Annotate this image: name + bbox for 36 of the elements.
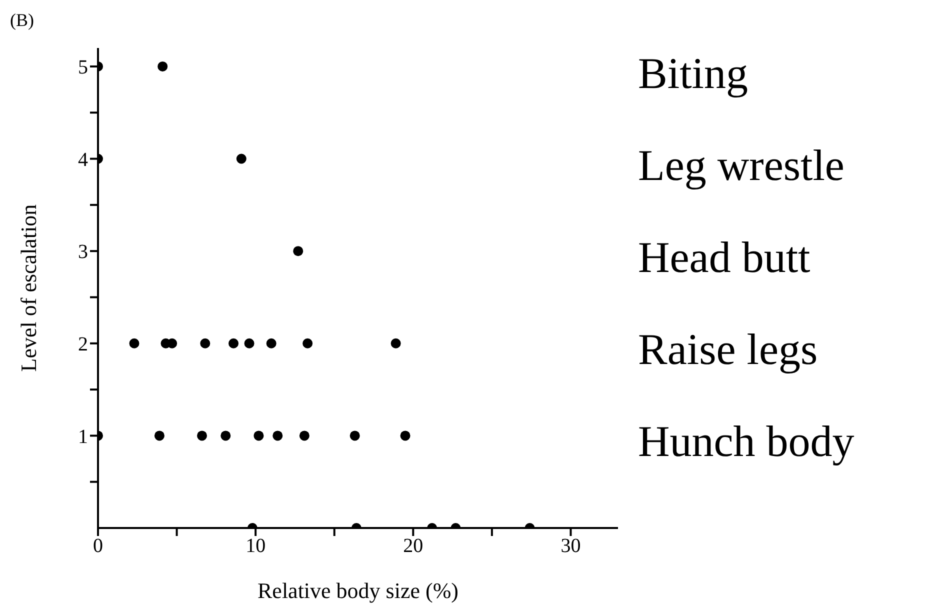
point <box>228 338 239 348</box>
point <box>236 154 246 164</box>
text: Biting <box>638 48 748 99</box>
point <box>200 338 210 348</box>
y-tick-label: 5 <box>78 56 88 79</box>
point <box>299 430 310 441</box>
y-tick-label: 2 <box>78 333 88 356</box>
point <box>197 430 207 441</box>
point <box>254 430 264 441</box>
x-tick-label: 30 <box>560 535 581 558</box>
point <box>266 338 276 348</box>
text: Hunch body <box>638 416 854 467</box>
point <box>390 338 401 348</box>
point <box>129 338 140 348</box>
y-tick-label: 1 <box>78 426 88 448</box>
point <box>154 430 164 441</box>
point <box>158 61 168 72</box>
point <box>167 338 178 348</box>
point <box>244 338 254 348</box>
x-tick-label: 0 <box>93 535 103 558</box>
point <box>272 430 283 441</box>
text: Head butt <box>638 232 810 283</box>
y-tick-label: 3 <box>78 241 88 264</box>
point <box>400 430 410 441</box>
text: (B) <box>10 10 34 31</box>
x-axis-title: Relative body size (%) <box>258 578 458 603</box>
text: Leg wrestle <box>638 140 844 191</box>
text: Raise legs <box>638 324 818 375</box>
x-tick-label: 20 <box>403 535 424 558</box>
x-tick-label: 10 <box>246 535 266 558</box>
point <box>293 246 304 256</box>
point <box>350 430 360 441</box>
y-axis-title: Level of escalation <box>16 204 41 372</box>
y-tick-label: 4 <box>78 148 88 171</box>
point <box>302 338 313 348</box>
point <box>220 430 231 441</box>
